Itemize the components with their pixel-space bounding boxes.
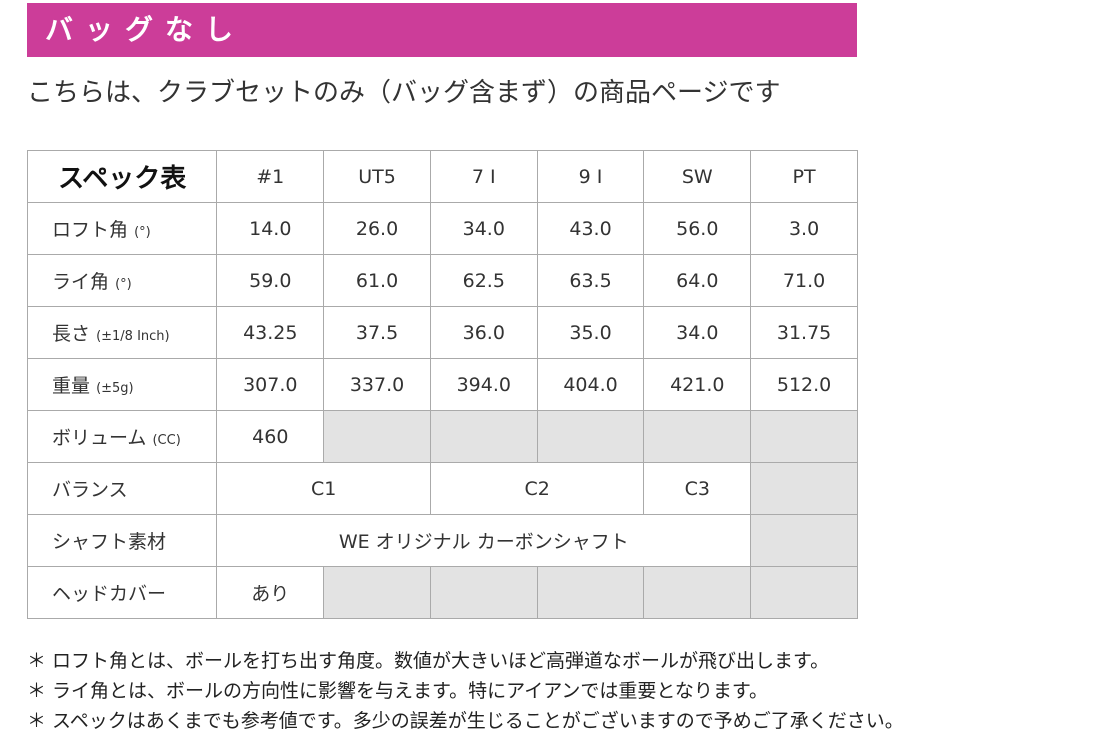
table-cell: WE オリジナル カーボンシャフト <box>216 514 752 567</box>
table-cell: 512.0 <box>750 358 858 411</box>
row-label: 重量 (±5g) <box>26 358 218 411</box>
table-cell: 36.0 <box>429 306 538 359</box>
note: ＊ ライ角とは、ボールの方向性に影響を与えます。特にアイアンでは重要となります。 <box>27 680 768 702</box>
table-cell: 62.5 <box>429 254 538 307</box>
empty-cell <box>429 566 538 619</box>
table-cell: 307.0 <box>216 358 325 411</box>
notes: ＊ ロフト角とは、ボールを打ち出す角度。数値が大きいほど高弾道なボールが飛び出し… <box>27 646 904 736</box>
empty-cell <box>429 410 538 463</box>
table-cell: 61.0 <box>323 254 431 307</box>
section-banner: バッグなし <box>27 3 857 57</box>
column-header: UT5 <box>323 150 431 203</box>
column-header: 7 I <box>429 150 538 203</box>
table-cell: 37.5 <box>323 306 431 359</box>
table-cell: 43.0 <box>536 202 645 255</box>
table-row: 重量 (±5g) 307.0 337.0 394.0 404.0 421.0 512.0 <box>26 358 858 411</box>
empty-cell <box>323 566 431 619</box>
table-title: スペック表 <box>26 150 218 203</box>
row-label: ライ角 (°) <box>26 254 218 307</box>
table-cell: 421.0 <box>643 358 752 411</box>
note: ＊ ロフト角とは、ボールを打ち出す角度。数値が大きいほど高弾道なボールが飛び出し… <box>27 650 830 672</box>
table-row: バランス C1 C2 C3 <box>26 462 858 515</box>
empty-cell <box>750 514 858 567</box>
table-row: ロフト角 (°) 14.0 26.0 34.0 43.0 56.0 3.0 <box>26 202 858 255</box>
table-cell: C3 <box>643 462 752 515</box>
empty-cell <box>750 410 858 463</box>
table-row: ヘッドカバー あり <box>26 566 858 619</box>
empty-cell <box>750 566 858 619</box>
table-cell: 337.0 <box>323 358 431 411</box>
table-cell: 71.0 <box>750 254 858 307</box>
table-cell: 34.0 <box>643 306 752 359</box>
table-cell: 34.0 <box>429 202 538 255</box>
empty-cell <box>750 462 858 515</box>
table-cell: 26.0 <box>323 202 431 255</box>
empty-cell <box>643 566 752 619</box>
column-header: SW <box>643 150 752 203</box>
column-header: #1 <box>216 150 325 203</box>
table-cell: 31.75 <box>750 306 858 359</box>
table-cell: 56.0 <box>643 202 752 255</box>
table-cell: C1 <box>216 462 431 515</box>
table-cell: 460 <box>216 410 325 463</box>
row-label: バランス <box>26 462 218 515</box>
empty-cell <box>643 410 752 463</box>
empty-cell <box>536 410 645 463</box>
row-label: ヘッドカバー <box>26 566 218 619</box>
table-cell: 59.0 <box>216 254 325 307</box>
table-row: シャフト素材 WE オリジナル カーボンシャフト <box>26 514 858 567</box>
table-cell: 35.0 <box>536 306 645 359</box>
table-cell: 404.0 <box>536 358 645 411</box>
table-cell: 43.25 <box>216 306 325 359</box>
table-row: ボリューム (CC) 460 <box>26 410 858 463</box>
intro-text: こちらは、クラブセットのみ（バッグ含まず）の商品ページです <box>27 78 781 108</box>
table-cell: C2 <box>429 462 645 515</box>
table-cell: 63.5 <box>536 254 645 307</box>
note: ＊ スペックはあくまでも参考値です。多少の誤差が生じることがございますので予めご… <box>27 710 904 732</box>
column-header: 9 I <box>536 150 645 203</box>
table-cell: 14.0 <box>216 202 325 255</box>
empty-cell <box>536 566 645 619</box>
table-header-row: スペック表 #1 UT5 7 I 9 I SW PT <box>26 150 858 203</box>
column-header: PT <box>750 150 858 203</box>
table-cell: 394.0 <box>429 358 538 411</box>
table-cell: 64.0 <box>643 254 752 307</box>
row-label: ボリューム (CC) <box>26 410 218 463</box>
empty-cell <box>323 410 431 463</box>
table-row: ライ角 (°) 59.0 61.0 62.5 63.5 64.0 71.0 <box>26 254 858 307</box>
table-cell: 3.0 <box>750 202 858 255</box>
spec-table: スペック表 #1 UT5 7 I 9 I SW PT ロフト角 (°) 14.0 2… <box>26 150 858 619</box>
table-row: 長さ (±1/8 Inch) 43.25 37.5 36.0 35.0 34.0 31.75 <box>26 306 858 359</box>
row-label: シャフト素材 <box>26 514 218 567</box>
row-label: 長さ (±1/8 Inch) <box>26 306 218 359</box>
table-cell: あり <box>216 566 325 619</box>
row-label: ロフト角 (°) <box>26 202 218 255</box>
